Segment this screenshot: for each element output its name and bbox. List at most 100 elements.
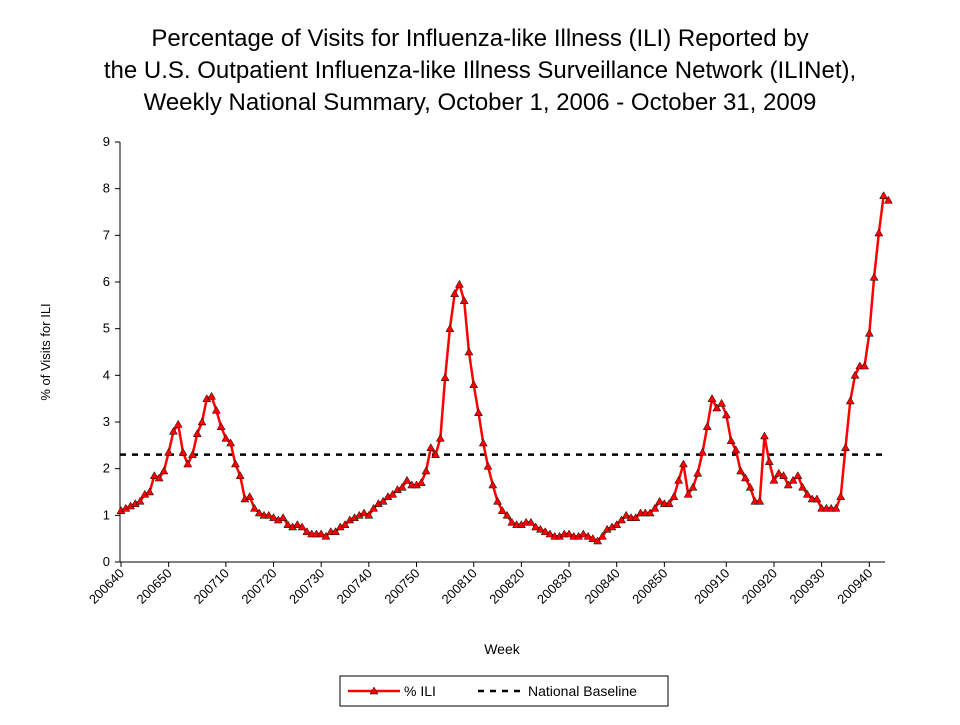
x-axis-label: Week — [484, 641, 521, 657]
data-point — [588, 534, 598, 542]
y-tick-label: 1 — [103, 507, 110, 522]
x-tick-label: 200920 — [739, 566, 780, 607]
data-point — [388, 489, 398, 498]
data-point — [269, 513, 278, 521]
chart-title: Weekly National Summary, October 1, 2006… — [144, 89, 817, 116]
data-point — [135, 496, 145, 505]
data-point — [731, 445, 741, 454]
x-tick-label: 200850 — [629, 566, 670, 607]
x-tick-label: 200820 — [486, 566, 527, 607]
data-point — [698, 447, 707, 456]
data-point — [278, 513, 288, 521]
data-point — [850, 370, 860, 379]
data-point — [864, 328, 874, 337]
data-point — [621, 510, 631, 519]
x-tick-label: 200910 — [691, 566, 732, 607]
data-point — [245, 492, 255, 500]
data-point — [836, 492, 846, 500]
data-point — [207, 391, 216, 400]
data-point — [168, 426, 178, 435]
data-point — [597, 531, 607, 540]
data-point — [779, 471, 788, 479]
data-point — [421, 466, 431, 475]
data-point — [507, 517, 517, 526]
data-point — [369, 503, 379, 512]
data-point — [583, 531, 593, 540]
legend-marker — [369, 686, 379, 695]
data-point — [812, 494, 822, 503]
x-tick-label: 200710 — [191, 566, 232, 607]
data-point — [211, 405, 221, 414]
data-point — [450, 289, 460, 297]
data-point — [302, 527, 312, 535]
x-tick-label: 200730 — [286, 566, 327, 607]
data-point — [221, 433, 231, 442]
x-tick-label: 200650 — [133, 566, 174, 607]
data-point — [631, 513, 641, 521]
data-point — [760, 431, 769, 440]
data-point — [736, 466, 746, 475]
data-point — [612, 520, 622, 528]
series-line — [120, 193, 890, 543]
data-point — [664, 499, 674, 507]
data-point — [645, 508, 655, 517]
data-point — [740, 473, 750, 482]
chart-title: the U.S. Outpatient Influenza-like Illne… — [104, 57, 856, 84]
data-point — [726, 436, 736, 444]
x-tick-label: 200940 — [834, 566, 875, 607]
data-point — [188, 450, 197, 458]
data-point — [755, 496, 765, 505]
data-point — [536, 524, 545, 533]
data-point — [712, 403, 722, 412]
data-point — [154, 473, 164, 482]
data-point — [164, 447, 174, 456]
y-tick-label: 7 — [103, 227, 110, 242]
data-point — [483, 461, 493, 470]
data-point — [860, 361, 869, 370]
data-point — [235, 471, 245, 479]
x-tick-label: 200720 — [238, 566, 279, 607]
data-point — [526, 517, 536, 526]
data-point — [292, 520, 302, 528]
data-point — [764, 457, 774, 465]
data-point — [879, 191, 889, 199]
data-point — [774, 468, 784, 477]
data-point — [841, 443, 850, 451]
data-point — [445, 324, 455, 332]
data-point — [578, 529, 588, 538]
data-point — [250, 503, 259, 512]
data-point — [402, 475, 412, 484]
data-point — [378, 496, 388, 505]
data-point — [831, 503, 841, 512]
data-point — [316, 529, 326, 538]
x-tick-label: 200930 — [786, 566, 827, 607]
data-point — [678, 459, 688, 468]
data-point — [540, 527, 550, 535]
data-point — [397, 482, 407, 491]
data-point — [745, 482, 755, 491]
data-point — [497, 506, 507, 514]
data-point — [693, 468, 703, 477]
data-point — [793, 471, 803, 479]
data-point — [440, 373, 450, 381]
data-point — [502, 510, 512, 519]
data-point — [464, 347, 474, 356]
data-point — [197, 417, 207, 426]
data-point — [788, 475, 798, 484]
data-point — [226, 438, 236, 447]
data-point — [283, 520, 293, 528]
data-point — [416, 478, 426, 486]
data-point — [159, 466, 169, 475]
y-tick-label: 5 — [103, 321, 110, 336]
data-point — [145, 487, 155, 496]
data-point — [783, 480, 793, 489]
x-tick-label: 200810 — [439, 566, 480, 607]
chart-title: Percentage of Visits for Influenza-like … — [151, 25, 808, 52]
data-point — [655, 496, 665, 505]
data-point — [254, 508, 264, 517]
data-point — [688, 482, 698, 491]
y-tick-label: 8 — [103, 181, 110, 196]
data-point — [459, 296, 469, 304]
data-point — [707, 394, 717, 402]
